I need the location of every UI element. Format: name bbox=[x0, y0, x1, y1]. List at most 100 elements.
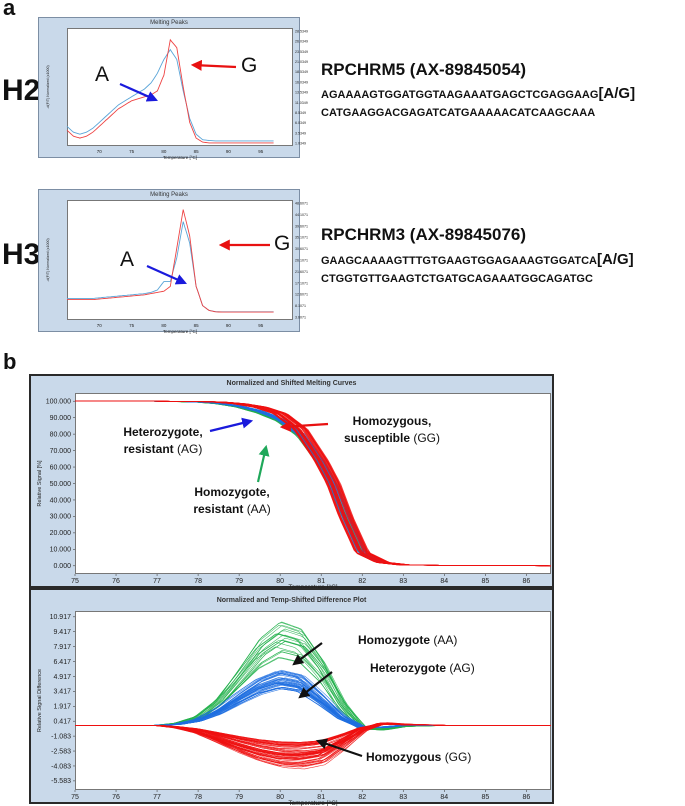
y-tick-label: 100.000 bbox=[46, 399, 71, 406]
melting-peaks-h3-chart: 70 75 80 85 90 95 Temperature [°C] 48.6071 44.10… bbox=[46, 202, 308, 335]
y-tick-label: 0.000 bbox=[53, 563, 71, 570]
x-tick-label: 81 bbox=[317, 578, 325, 585]
melting-peaks-h2-chart: 70 75 80 85 90 95 Temperature [°C] 28.5349 26.03… bbox=[46, 30, 308, 161]
ann-genotype: (AA) bbox=[246, 502, 271, 516]
y-tick-label: 12.6071 bbox=[295, 293, 308, 297]
y-tick-label: 8.1071 bbox=[295, 304, 306, 308]
series-line-Homozygous (GG) bbox=[75, 723, 551, 744]
y-tick-label: 28.5349 bbox=[295, 30, 308, 34]
y-axis-label: -d(F/T) Normalized (x1000) bbox=[46, 65, 50, 108]
panel-letter-b: b bbox=[3, 349, 17, 374]
x-tick-label: 85 bbox=[194, 149, 200, 154]
y-tick-label: 6.0349 bbox=[295, 121, 306, 125]
x-axis-label: Temperature [°C] bbox=[288, 799, 337, 806]
sample-label-h2: H2 bbox=[2, 74, 41, 107]
series-line-G bbox=[66, 38, 274, 144]
series-line-Homozygous (GG) bbox=[75, 723, 551, 744]
annotation-homozygote-resistant: Homozygote, resistant (AA) bbox=[177, 484, 287, 518]
ann-genotype: (GG) bbox=[444, 750, 472, 764]
ann-text: resistant bbox=[123, 442, 174, 456]
y-tick-label: 4.917 bbox=[53, 674, 71, 681]
sequence-h3: GAAGCAAAAGTTTGTGAAGTGGAGAAAGTGGATCA[A/G]… bbox=[321, 251, 634, 288]
series-line-Heterozygote (AG) bbox=[75, 681, 551, 728]
allele-letter-g-h2: G bbox=[241, 54, 258, 77]
y-tick-label: -4.083 bbox=[51, 763, 71, 770]
y-tick-label: 1.917 bbox=[53, 704, 71, 711]
y-tick-label: 35.1071 bbox=[295, 236, 308, 240]
y-tick-label: 39.6071 bbox=[295, 224, 308, 228]
x-tick-label: 83 bbox=[399, 794, 407, 801]
allele-letter-a-h3: A bbox=[120, 248, 135, 271]
panel-letter-a: a bbox=[3, 0, 16, 20]
x-tick-label: 80 bbox=[276, 578, 284, 585]
y-axis-label: Relative Signal Difference bbox=[37, 669, 43, 732]
ann-text: susceptible bbox=[343, 431, 410, 445]
ann-text: resistant bbox=[193, 502, 244, 516]
melting-curves-chart: 75 76 77 78 79 80 81 82 83 84 85 86 Temperature [°C]… bbox=[37, 399, 552, 591]
series-line-Heterozygote (AG) bbox=[75, 681, 551, 728]
difference-plot-chart: 75 76 77 78 79 80 81 82 83 84 85 86 Temperature [°C]… bbox=[37, 614, 551, 806]
annotation-heterozygote-resistant: Heterozygote, resistant (AG) bbox=[108, 424, 218, 458]
series-line-Heterozygote (AG) bbox=[75, 672, 551, 728]
y-tick-label: 90.000 bbox=[50, 415, 72, 422]
y-tick-label: 3.5349 bbox=[295, 131, 306, 135]
x-tick-label: 75 bbox=[71, 794, 79, 801]
x-tick-label: 86 bbox=[522, 578, 530, 585]
sequence-h2: AGAAAAGTGGATGGTAAGAAATGAGCTCGAGGAAG[A/G]… bbox=[321, 85, 635, 122]
annotation-homozygous-gg: Homozygous (GG) bbox=[366, 749, 496, 766]
snp-id-h3: RPCHRM3 (AX-89845076) bbox=[321, 225, 527, 244]
ann-text: Homozygote, bbox=[194, 485, 270, 499]
y-tick-label: 26.0349 bbox=[295, 40, 308, 44]
plot-title: Melting Peaks bbox=[150, 20, 188, 26]
y-tick-label: 30.6071 bbox=[295, 247, 308, 251]
series-line-Homozygous (GG) bbox=[75, 723, 551, 743]
x-tick-label: 76 bbox=[112, 578, 120, 585]
plot-title: Normalized and Shifted Melting Curves bbox=[226, 380, 357, 387]
ann-text: Homozygote bbox=[358, 633, 430, 647]
series-line-Heterozygote (AG) bbox=[75, 673, 551, 728]
x-tick-label: 81 bbox=[317, 794, 325, 801]
difference-plot-frame: Normalized and Temp-Shifted Difference P… bbox=[29, 588, 554, 806]
plot-area bbox=[67, 200, 293, 320]
x-tick-label: 79 bbox=[235, 578, 243, 585]
annotation-homozygous-susceptible: Homozygous, susceptible (GG) bbox=[332, 413, 452, 447]
series-line-A bbox=[67, 221, 274, 313]
y-tick-label: 48.6071 bbox=[295, 202, 308, 206]
y-tick-label: -5.583 bbox=[51, 778, 71, 785]
y-tick-label: 3.6071 bbox=[295, 316, 306, 320]
x-tick-label: 80 bbox=[161, 149, 167, 154]
melting-peaks-h2-frame: Melting Peaks 70 75 80 85 90 95 Temperature [°… bbox=[38, 17, 308, 161]
y-axis-label: Relative Signal [%] bbox=[37, 460, 43, 507]
x-tick-label: 85 bbox=[481, 578, 489, 585]
y-tick-label: -1.083 bbox=[51, 733, 71, 740]
series-line-Homozygous (GG) bbox=[75, 723, 551, 745]
y-tick-label: 17.1071 bbox=[295, 281, 308, 285]
x-tick-label: 85 bbox=[481, 794, 489, 801]
series-line-Homozygous, susceptible (GG) bbox=[75, 400, 551, 567]
y-tick-label: 1.0349 bbox=[295, 142, 306, 146]
y-tick-label: 13.5349 bbox=[295, 91, 308, 95]
y-tick-label: 40.000 bbox=[50, 497, 72, 504]
y-tick-label: 26.1071 bbox=[295, 259, 308, 263]
y-tick-label: 60.000 bbox=[50, 464, 72, 471]
x-tick-label: 79 bbox=[235, 794, 243, 801]
x-tick-label: 95 bbox=[258, 323, 264, 328]
x-tick-label: 80 bbox=[276, 794, 284, 801]
x-tick-label: 80 bbox=[161, 323, 167, 328]
x-tick-label: 90 bbox=[226, 149, 232, 154]
y-tick-label: -2.583 bbox=[51, 748, 71, 755]
ann-text: Heterozygote bbox=[370, 661, 447, 675]
y-tick-label: 21.6071 bbox=[295, 270, 308, 274]
ann-text: Homozygous bbox=[366, 750, 442, 764]
x-tick-label: 75 bbox=[129, 149, 135, 154]
allele-letter-a-h2: A bbox=[95, 63, 110, 86]
series-line-Heterozygote (AG) bbox=[75, 677, 551, 728]
y-tick-label: 30.000 bbox=[50, 514, 72, 521]
melting-curves-frame: Normalized and Shifted Melting Curves 75… bbox=[29, 374, 554, 591]
y-tick-label: 6.417 bbox=[53, 659, 71, 666]
ann-genotype: (AG) bbox=[449, 661, 475, 675]
x-tick-label: 85 bbox=[194, 323, 200, 328]
y-tick-label: 7.917 bbox=[53, 644, 71, 651]
series-line-Homozygote (AA) bbox=[75, 640, 551, 730]
x-axis-label: Temperature [°C] bbox=[288, 583, 337, 591]
